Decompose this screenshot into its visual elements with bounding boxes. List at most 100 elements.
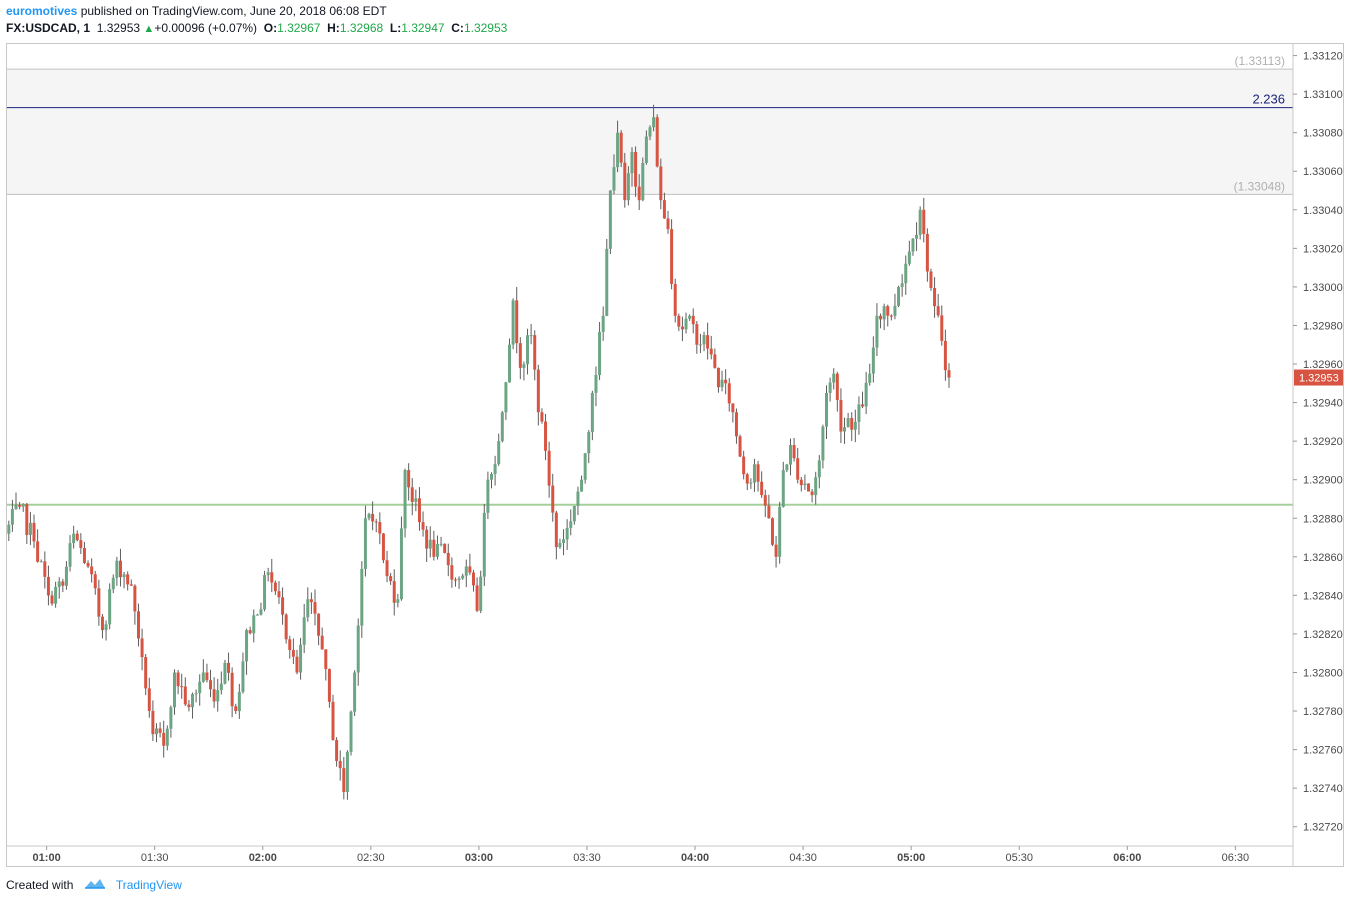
candle-down: [392, 581, 396, 603]
candle-up: [626, 173, 630, 201]
price-tick-label: 1.32740: [1303, 783, 1343, 795]
price-tick-label: 1.33020: [1303, 243, 1343, 255]
candle-down: [666, 218, 670, 230]
candle-down: [248, 630, 252, 634]
candle-up: [435, 544, 439, 557]
candle-down: [709, 348, 713, 355]
close-value: 1.32953: [463, 21, 508, 35]
candle-down: [378, 522, 382, 534]
candle-up: [216, 690, 220, 702]
candle-down: [374, 521, 378, 523]
candle-up: [482, 512, 486, 577]
publish-info: published on TradingView.com, June 20, 2…: [77, 4, 387, 18]
candle-up: [399, 528, 403, 600]
time-tick-label: 06:00: [1113, 852, 1141, 864]
candle-up: [115, 560, 119, 578]
candle-up: [572, 505, 576, 522]
candle-down: [731, 403, 735, 413]
fib-level-label: (1.33048): [1234, 179, 1285, 193]
candle-up: [194, 693, 198, 695]
candle-down: [727, 383, 731, 404]
candle-down: [371, 513, 375, 522]
candle-down: [147, 688, 151, 711]
symbol-label[interactable]: FX:USDCAD, 1: [6, 21, 91, 35]
last-price-tag: [1294, 369, 1343, 386]
candle-down: [677, 315, 681, 327]
candle-up: [752, 464, 756, 483]
price-tick-label: 1.32980: [1303, 320, 1343, 332]
open-value: 1.32967: [277, 21, 321, 35]
candle-up: [565, 527, 569, 540]
candle-up: [219, 683, 223, 691]
candle-down: [716, 367, 720, 388]
time-axis[interactable]: 01:00 01:30 02:00 02:30 03:00 03:30 04:00 04:30…: [7, 845, 1293, 864]
candle-up: [853, 421, 857, 430]
candle-up: [497, 441, 501, 465]
candle-down: [97, 588, 101, 617]
candle-up: [590, 392, 594, 433]
candle-down: [734, 412, 738, 437]
candle-up: [864, 382, 868, 407]
candle-up: [785, 464, 789, 471]
candle-up: [504, 382, 508, 413]
candle-down: [129, 584, 133, 586]
candle-down: [554, 512, 558, 548]
candle-up: [68, 543, 72, 567]
candle-down: [281, 597, 285, 615]
chart-header: euromotives published on TradingView.com…: [6, 3, 1346, 38]
candle-down: [209, 680, 213, 690]
candle-down: [515, 300, 519, 344]
candle-down: [140, 638, 144, 658]
candle-down: [756, 464, 760, 482]
candle-down: [327, 669, 331, 702]
time-tick-label: 06:30: [1222, 852, 1250, 864]
candle-up: [526, 335, 530, 365]
candle-down: [443, 543, 447, 553]
candle-up: [817, 460, 821, 478]
candle-down: [25, 503, 29, 535]
candle-up: [821, 426, 825, 461]
candle-down: [810, 491, 814, 496]
candle-down: [767, 505, 771, 519]
candle-down: [724, 379, 728, 384]
time-tick-label: 05:00: [897, 852, 925, 864]
footer: Created with TradingView: [6, 876, 182, 895]
high-label: H:: [327, 21, 340, 35]
candle-up: [904, 263, 908, 284]
candle-down: [317, 613, 321, 636]
candle-down: [50, 595, 54, 604]
candle-down: [450, 565, 454, 580]
candle-down: [691, 315, 695, 325]
fib-extension-label: 2.236: [1252, 92, 1285, 107]
candle-up: [345, 751, 349, 793]
candle-down: [850, 418, 854, 430]
candle-down: [544, 421, 548, 451]
price-chart[interactable]: (1.33113)2.236(1.33048) 1.331201.331001.…: [7, 44, 1343, 866]
price-axis[interactable]: 1.33120 1.33100 1.33080 1.33060 1.33040 1.330…: [1292, 44, 1343, 866]
horizontal-lines-layer: (1.33113) 2.236 (1.33048): [7, 54, 1293, 506]
candle-up: [688, 315, 692, 319]
candle-down: [670, 229, 674, 284]
candle-down: [176, 672, 180, 687]
candle-down: [796, 458, 800, 480]
candle-up: [608, 190, 612, 249]
tradingview-link[interactable]: TradingView: [115, 878, 182, 892]
publish-line: euromotives published on TradingView.com…: [6, 3, 1346, 20]
author-link[interactable]: euromotives: [6, 4, 78, 18]
candle-up: [223, 662, 227, 684]
candle-down: [385, 560, 389, 577]
candle-up: [558, 543, 562, 548]
candle-down: [879, 315, 883, 320]
time-tick-label: 01:30: [141, 852, 169, 864]
time-tick-label: 04:00: [681, 852, 709, 864]
close-label: C:: [451, 21, 464, 35]
candle-up: [605, 248, 609, 316]
candle-down: [331, 701, 335, 740]
candle-down: [212, 689, 216, 702]
candle-down: [475, 585, 479, 611]
price-tick-label: 1.32940: [1303, 398, 1343, 410]
candle-up: [601, 315, 605, 332]
last-price: 1.32953: [96, 21, 141, 35]
candle-up: [108, 589, 112, 625]
candle-down: [320, 635, 324, 650]
